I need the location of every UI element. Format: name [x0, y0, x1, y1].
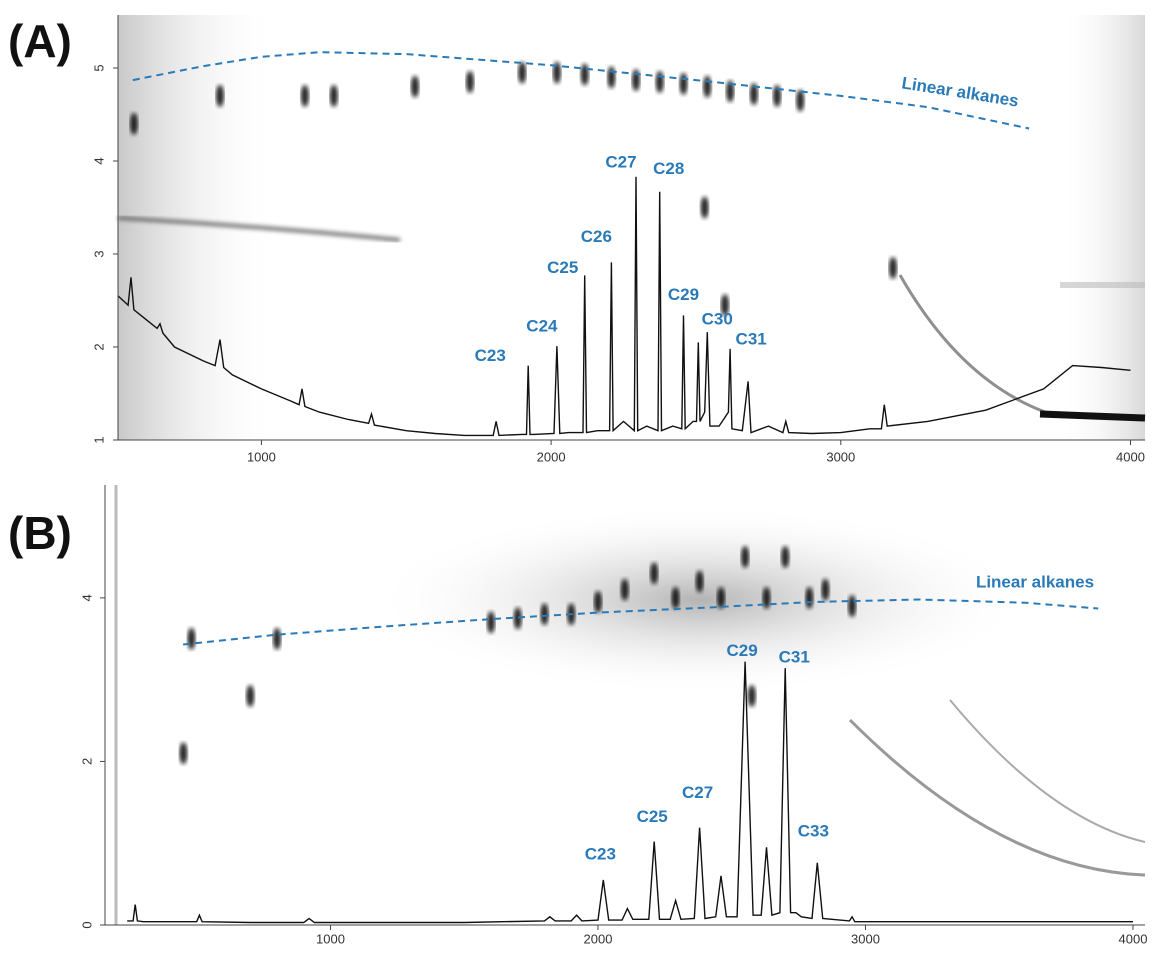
x-tick-label: 4000	[1116, 449, 1145, 464]
peak-label: C33	[798, 821, 829, 840]
x-tick-label: 1000	[316, 931, 345, 946]
spot	[410, 75, 419, 98]
peak-label: C31	[779, 648, 810, 667]
peak-label: C25	[547, 258, 578, 277]
alkane-line	[182, 598, 1099, 646]
x-tick-label: 2000	[584, 931, 613, 946]
trace	[127, 661, 1133, 924]
background-band	[898, 274, 1146, 420]
spot	[781, 545, 790, 568]
spot	[796, 89, 805, 112]
alkane-line	[132, 51, 1030, 130]
trace	[117, 176, 1131, 437]
series-label: Linear alkanes	[976, 572, 1094, 591]
series-label: Linear alkanes	[900, 73, 1020, 110]
y-tick-label: 2	[91, 343, 106, 350]
background-shade	[1060, 15, 1145, 440]
peak-label: C25	[637, 807, 668, 826]
peak-label: C30	[702, 310, 733, 329]
peak-label: C24	[526, 317, 558, 336]
background-haze	[370, 505, 1030, 695]
peak-label: C26	[581, 227, 612, 246]
background-band	[848, 718, 1146, 877]
panel-label: (A)	[8, 15, 72, 67]
spot	[465, 70, 474, 93]
peak-label: C27	[605, 152, 636, 171]
spot	[749, 83, 758, 106]
x-tick-label: 3000	[851, 931, 880, 946]
peak-label: C28	[653, 159, 684, 178]
spot	[700, 196, 709, 219]
spot	[805, 586, 814, 609]
peak-label: C29	[727, 641, 758, 660]
spot	[129, 112, 138, 135]
x-tick-label: 3000	[826, 449, 855, 464]
background-band	[1039, 410, 1146, 422]
background-band	[949, 699, 1146, 843]
peak-label: C23	[475, 346, 506, 365]
spot	[671, 586, 680, 609]
spot	[741, 545, 750, 568]
peak-label: C31	[736, 329, 767, 348]
spot	[215, 84, 224, 107]
background-band	[117, 216, 401, 242]
spot	[300, 84, 309, 107]
panel-label: (B)	[8, 507, 72, 559]
spot	[679, 72, 688, 95]
x-tick-label: 2000	[537, 449, 566, 464]
peak-label: C23	[585, 845, 616, 864]
y-tick-label: 1	[91, 436, 106, 443]
spot	[620, 578, 629, 601]
x-tick-label: 4000	[1119, 931, 1148, 946]
spot	[703, 75, 712, 98]
spot	[773, 84, 782, 107]
spot	[518, 61, 527, 84]
spot	[650, 562, 659, 585]
y-tick-label: 3	[91, 250, 106, 257]
spot	[540, 603, 549, 626]
spot	[486, 611, 495, 634]
peak-label: C27	[682, 783, 713, 802]
peak-label: C29	[668, 285, 699, 304]
y-tick-label: 5	[91, 64, 106, 71]
spot	[246, 685, 255, 708]
spot	[187, 627, 196, 650]
y-tick-label: 0	[79, 921, 94, 928]
spot	[552, 61, 561, 84]
spot	[329, 84, 338, 107]
y-tick-label: 4	[91, 157, 106, 164]
spot	[655, 70, 664, 93]
spot	[747, 685, 756, 708]
spot	[179, 742, 188, 765]
spot	[848, 595, 857, 618]
spot	[762, 586, 771, 609]
spot	[821, 578, 830, 601]
spot	[593, 590, 602, 613]
x-tick-label: 1000	[247, 449, 276, 464]
spot	[272, 627, 281, 650]
spot	[720, 294, 729, 317]
spot	[607, 66, 616, 89]
spot	[888, 256, 897, 279]
y-tick-label: 4	[79, 594, 94, 601]
spot	[580, 63, 589, 86]
spot	[631, 69, 640, 92]
spot	[726, 80, 735, 103]
spot	[717, 586, 726, 609]
y-tick-label: 2	[79, 758, 94, 765]
spot	[513, 607, 522, 630]
spot	[695, 570, 704, 593]
